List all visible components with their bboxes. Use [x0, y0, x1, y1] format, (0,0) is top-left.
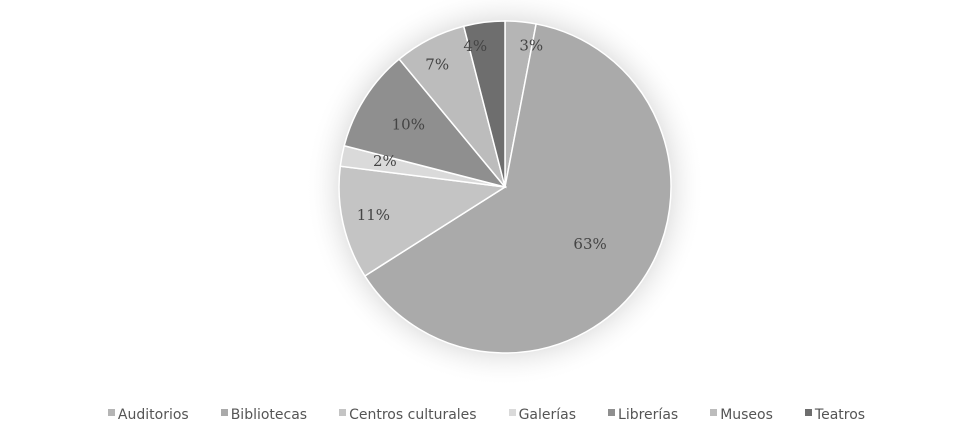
legend-label: Centros culturales	[349, 407, 477, 423]
legend-label: Auditorios	[117, 407, 189, 423]
legend-swatch	[710, 408, 718, 416]
legend-label: Museos	[720, 407, 773, 423]
legend-item-librerias: Librerías	[608, 407, 678, 423]
slice-label-librerias: 10%	[392, 116, 425, 134]
legend-swatch	[608, 408, 616, 416]
legend-swatch	[804, 408, 812, 416]
legend-swatch	[220, 408, 228, 416]
pie-slice-teatros	[462, 20, 506, 188]
legend-swatch	[508, 408, 516, 416]
legend-label: Galerías	[518, 407, 577, 423]
legend-item-auditorios: Auditorios	[107, 407, 189, 423]
pie-slices	[338, 20, 672, 354]
slice-label-museos: 7%	[425, 56, 449, 74]
pie-slice-centros-culturales	[338, 165, 508, 277]
legend-swatch	[107, 408, 115, 416]
legend-item-centros-culturales: Centros culturales	[339, 407, 477, 423]
legend-label: Librerías	[618, 407, 679, 423]
slice-label-teatros: 4%	[463, 37, 487, 55]
slice-label-auditorios: 3%	[519, 37, 543, 55]
slice-label-centros-culturales: 11%	[357, 206, 390, 224]
legend-label: Bibliotecas	[230, 407, 308, 423]
legend-swatch	[339, 408, 347, 416]
pie-labels: 3% 63% 11% 2% 10% 7% 4%	[357, 37, 607, 253]
legend-item-museos: Museos	[710, 407, 773, 423]
legend: Auditorios Bibliotecas Centros culturales G…	[0, 400, 973, 430]
slice-label-galerias: 2%	[373, 152, 397, 170]
pie-chart: 3% 63% 11% 2% 10% 7% 4%	[305, 0, 705, 387]
legend-item-teatros: Teatros	[804, 407, 866, 423]
legend-label: Teatros	[814, 407, 866, 423]
pie-slice-librerias	[343, 58, 508, 189]
legend-item-galerias: Galerías	[508, 407, 577, 423]
legend-item-bibliotecas: Bibliotecas	[220, 407, 308, 423]
slice-label-bibliotecas: 63%	[573, 235, 606, 253]
pie-slice-bibliotecas	[363, 23, 672, 354]
